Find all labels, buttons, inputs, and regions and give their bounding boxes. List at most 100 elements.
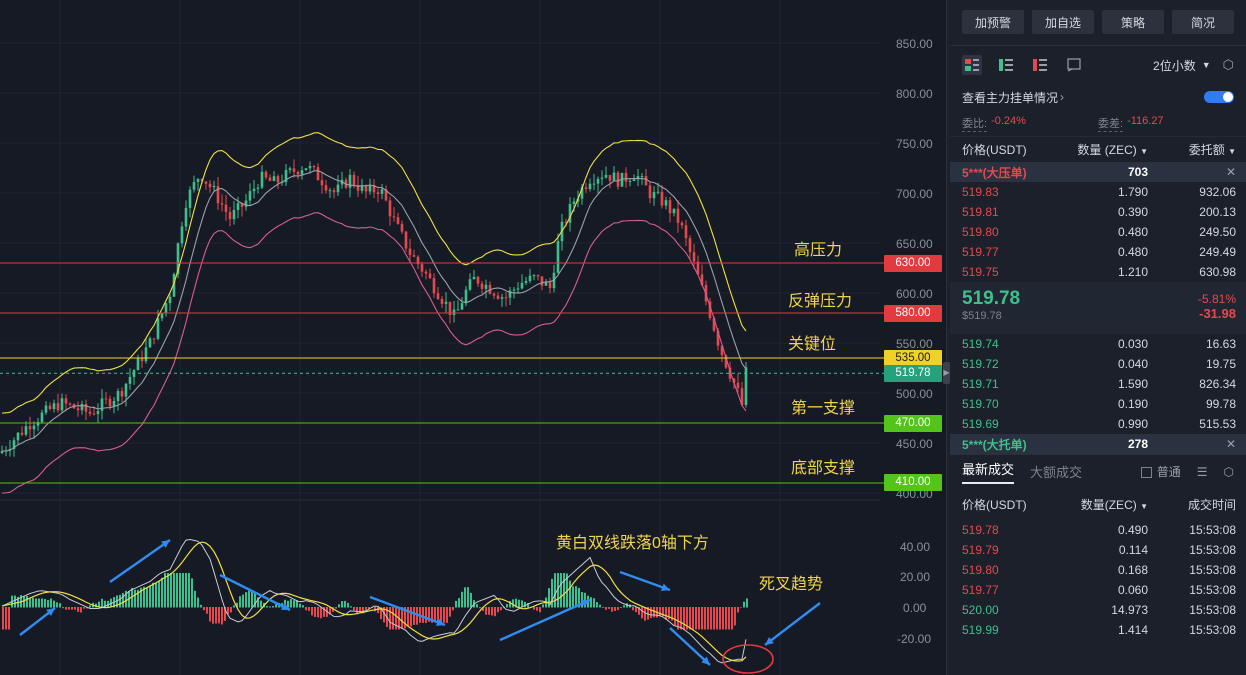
trades-tabs: 最新成交 大额成交 普通 ☰ ⬡ xyxy=(950,454,1246,488)
decimals-select[interactable]: 2位小数 ▼ ⬡ xyxy=(1153,57,1234,74)
macd-bar xyxy=(737,607,739,613)
macd-bar xyxy=(182,573,184,608)
filter-icon[interactable]: ☰ xyxy=(1196,464,1208,479)
candle-body xyxy=(648,185,652,199)
chart-canvas[interactable] xyxy=(0,0,946,675)
candle-body xyxy=(88,411,92,414)
candle-body xyxy=(700,274,704,285)
annotation-bottom-support: 底部支撑 xyxy=(791,460,856,477)
macd-bar xyxy=(116,595,118,608)
price-axis-label: 450.00 xyxy=(896,437,933,451)
candle-body xyxy=(20,432,24,435)
boll-lower-line xyxy=(1,212,747,494)
row-amount: 99.78 xyxy=(1205,397,1236,411)
ask-row[interactable]: 519.81 0.390 200.13 xyxy=(950,202,1246,222)
settings-icon[interactable]: ⬡ xyxy=(1222,57,1234,72)
macd-bar xyxy=(392,607,394,630)
collapse-handle-icon[interactable]: ▶ xyxy=(943,362,950,384)
bid-row[interactable]: 519.72 0.040 19.75 xyxy=(950,354,1246,374)
candle-body xyxy=(556,241,560,273)
add-alert-button[interactable]: 加预警 xyxy=(962,10,1024,34)
ask-row[interactable]: 519.80 0.480 249.50 xyxy=(950,222,1246,242)
row-price: 519.74 xyxy=(962,337,999,351)
orderbook-both-icon[interactable] xyxy=(962,55,982,75)
trade-qty: 1.414 xyxy=(1117,623,1148,637)
candle-body xyxy=(524,281,528,283)
candle-body xyxy=(212,185,216,188)
macd-bar xyxy=(437,607,439,626)
macd-bar xyxy=(362,607,364,614)
amount-column-header[interactable]: 委托额 ▼ xyxy=(1188,143,1236,157)
macd-bar xyxy=(47,599,49,608)
arrow-head-icon xyxy=(46,608,55,617)
trades-only-icon[interactable] xyxy=(1064,55,1084,75)
candle-body xyxy=(76,408,80,411)
candle-body xyxy=(68,403,72,405)
ratio-value: -0.24% xyxy=(991,114,1026,127)
macd-bar xyxy=(539,607,541,613)
ask-row[interactable]: 519.83 1.790 932.06 xyxy=(950,182,1246,202)
ask-row[interactable]: 519.77 0.480 249.49 xyxy=(950,242,1246,262)
depth-link[interactable]: 查看主力挂单情况 xyxy=(962,90,1059,105)
candle-body xyxy=(372,184,376,193)
macd-bar xyxy=(638,607,640,615)
candle-body xyxy=(592,183,596,185)
macd-bar xyxy=(677,607,679,630)
strategy-button[interactable]: 策略 xyxy=(1102,10,1164,34)
candle-body xyxy=(528,275,532,282)
candle-body xyxy=(612,172,616,181)
candle-body xyxy=(252,188,256,192)
macd-bar xyxy=(407,607,409,627)
ask-row[interactable]: 519.75 1.210 630.98 xyxy=(950,262,1246,282)
macd-bar xyxy=(269,606,271,608)
macd-bar xyxy=(365,607,367,611)
close-icon[interactable]: ✕ xyxy=(1225,165,1236,179)
tab-latest-trades[interactable]: 最新成交 xyxy=(962,459,1015,484)
macd-bar xyxy=(422,607,424,623)
candle-body xyxy=(40,412,44,423)
candlestick-chart[interactable]: 高压力 反弹压力 关键位 第一支撑 底部支撑 黄白双线跌落0轴下方 死叉趋势 8… xyxy=(0,0,946,675)
macd-bar xyxy=(134,589,136,608)
annotation-macd-note: 黄白双线跌落0轴下方 xyxy=(556,535,709,552)
arrow-head-icon xyxy=(436,618,445,626)
row-qty: 1.590 xyxy=(1117,377,1148,391)
macd-bar xyxy=(482,607,484,611)
close-icon[interactable]: ✕ xyxy=(1225,437,1236,451)
normal-checkbox[interactable]: 普通 xyxy=(1140,463,1181,480)
macd-bar xyxy=(44,599,46,608)
candle-body xyxy=(272,176,276,181)
current-price-label: 519.78 xyxy=(884,365,942,382)
big-bid-order[interactable]: 5***(大托单) 278 ✕ xyxy=(950,434,1246,454)
death-cross-circle xyxy=(722,644,774,674)
tab-large-trades[interactable]: 大额成交 xyxy=(1030,465,1083,480)
bid-row[interactable]: 519.70 0.190 99.78 xyxy=(950,394,1246,414)
macd-bar xyxy=(605,607,607,610)
overview-button[interactable]: 简况 xyxy=(1172,10,1234,34)
trade-price: 519.80 xyxy=(962,563,999,577)
last-price-usd: $519.78 xyxy=(962,310,1002,322)
depth-toggle[interactable] xyxy=(1204,91,1234,103)
settings-icon[interactable]: ⬡ xyxy=(1223,464,1234,479)
bid-row[interactable]: 519.71 1.590 826.34 xyxy=(950,374,1246,394)
row-amount: 515.53 xyxy=(1199,417,1236,431)
bid-row[interactable]: 519.69 0.990 515.53 xyxy=(950,414,1246,434)
trade-qty-header[interactable]: 数量(ZEC) ▼ xyxy=(1080,497,1148,512)
orderbook-bids-icon[interactable] xyxy=(996,55,1016,75)
macd-bar xyxy=(188,573,190,608)
macd-bar xyxy=(713,607,715,630)
macd-bar xyxy=(461,591,463,608)
macd-bar xyxy=(248,590,250,608)
add-watchlist-button[interactable]: 加自选 xyxy=(1032,10,1094,34)
candle-body xyxy=(352,174,356,186)
qty-column-header[interactable]: 数量 (ZEC) ▼ xyxy=(1077,143,1148,157)
macd-bar xyxy=(194,590,196,608)
orderbook-asks-icon[interactable] xyxy=(1030,55,1050,75)
macd-bar xyxy=(122,592,124,608)
macd-bar xyxy=(722,607,724,630)
macd-bar xyxy=(224,607,226,621)
macd-bar xyxy=(74,607,76,610)
big-ask-order[interactable]: 5***(大压单) 703 ✕ xyxy=(950,162,1246,182)
candle-body xyxy=(444,301,448,304)
row-price: 519.81 xyxy=(962,205,999,219)
bid-row[interactable]: 519.74 0.030 16.63 xyxy=(950,334,1246,354)
